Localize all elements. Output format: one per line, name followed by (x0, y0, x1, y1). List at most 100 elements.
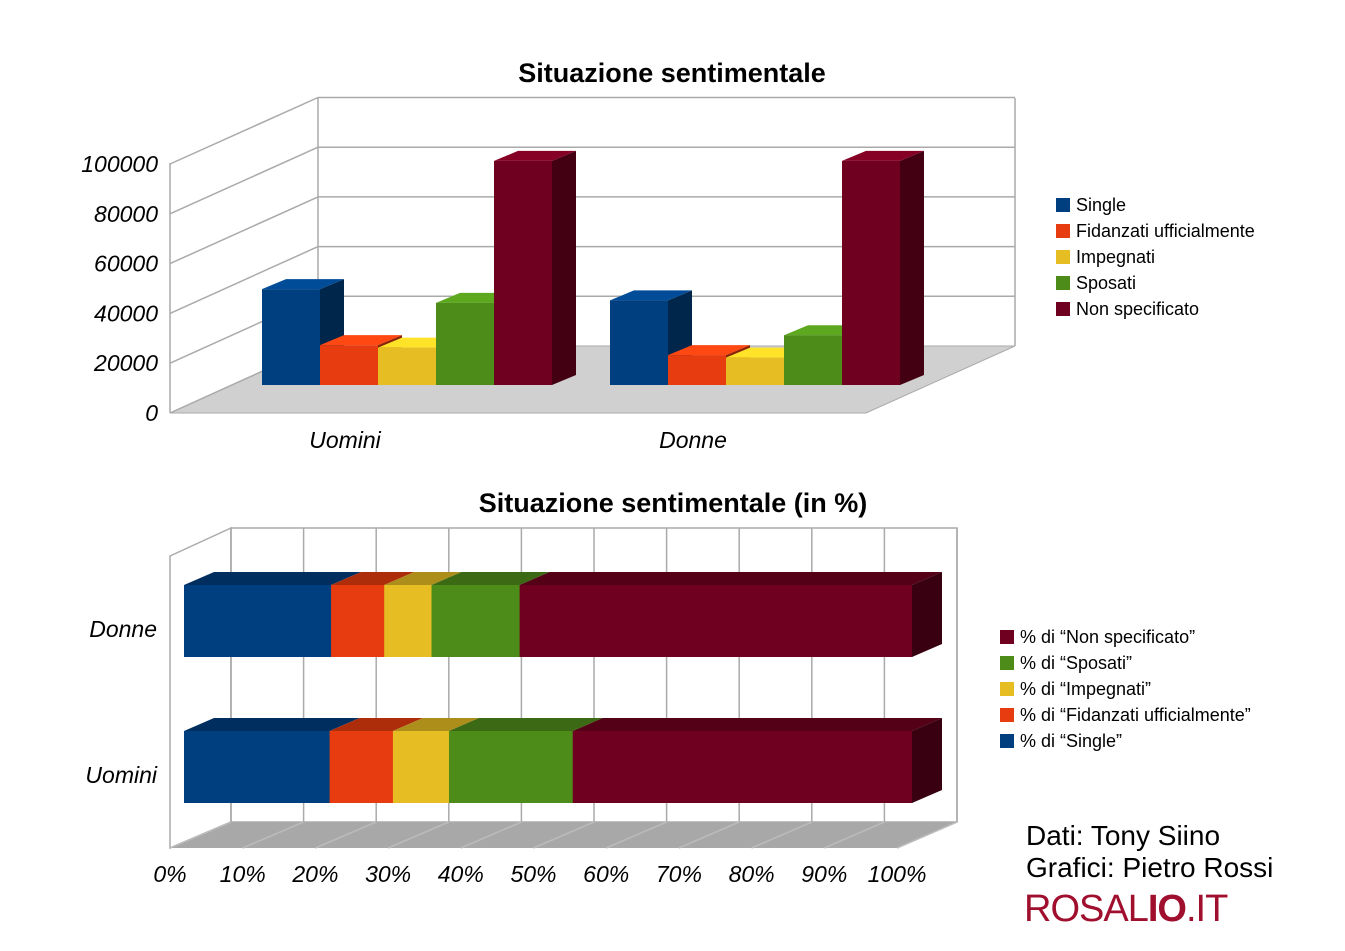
bar-uomini (320, 345, 378, 385)
hbar-top-uomini (448, 718, 603, 731)
hbar-top-uomini (572, 718, 942, 731)
legend-label: Single (1076, 195, 1126, 215)
hbar-donne (331, 585, 385, 657)
bar-top-donne (842, 150, 924, 161)
chart2-floor-gridline (460, 821, 522, 849)
chart2-xtick-label: 80% (729, 861, 775, 887)
bar-donne (610, 300, 668, 385)
chart2-floor-gridline (605, 821, 667, 849)
chart1-ytick-label: 100000 (81, 151, 158, 177)
hbar-top-uomini (392, 718, 479, 731)
chart1-gridline-side (169, 196, 319, 265)
legend2-swatch (1000, 656, 1014, 670)
legend2-label: % di “Fidanzati ufficialmente” (1020, 705, 1251, 725)
chart1-xtick-label: Uomini (309, 427, 381, 453)
hbar-uomini (392, 731, 450, 803)
bar-donne (668, 355, 726, 385)
chart2-title: Situazione sentimentale (in %) (479, 488, 868, 518)
legend2-label: % di “Impegnati” (1020, 679, 1151, 699)
chart1-ytick-label: 20000 (93, 350, 158, 376)
chart1-ytick-label: 40000 (94, 300, 158, 326)
chart2-xtick-label: 30% (365, 861, 411, 887)
legend2-label: % di “Non specificato” (1020, 627, 1195, 647)
legend-label: Sposati (1076, 273, 1136, 293)
legend-swatch (1056, 276, 1070, 290)
legend2-swatch (1000, 682, 1014, 696)
chart2-xtick-label: 0% (153, 861, 186, 887)
hbar-donne (519, 585, 913, 657)
chart2-floor-gridline (315, 821, 377, 849)
legend2-label: % di “Sposati” (1020, 653, 1132, 673)
legend-swatch (1056, 302, 1070, 316)
bar-uomini (494, 160, 552, 385)
legend2-swatch (1000, 708, 1014, 722)
chart2-xtick-label: 50% (510, 861, 556, 887)
hbar-donne (184, 585, 332, 657)
hbar-uomini (184, 731, 331, 803)
chart2-xtick-label: 60% (583, 861, 629, 887)
chart2-xtick-label: 40% (438, 861, 484, 887)
hbar-top-donne (519, 572, 942, 585)
chart2-xtick-label: 90% (801, 861, 847, 887)
chart2-floor-gridline (678, 821, 740, 849)
legend2-swatch (1000, 630, 1014, 644)
hbar-top-uomini (184, 718, 360, 731)
legend-label: Non specificato (1076, 299, 1199, 319)
chart2-floor-gridline (387, 821, 450, 849)
chart1-gridline-side (169, 96, 319, 165)
legend-swatch (1056, 224, 1070, 238)
chart2-xtick-label: 20% (291, 861, 338, 887)
hbar-uomini (329, 731, 394, 803)
hbar-donne (384, 585, 433, 657)
bar-side-uomini (552, 150, 576, 385)
chart2-xtick-label: 70% (656, 861, 702, 887)
chart2-xtick-label: 10% (220, 861, 266, 887)
chart2-floor-gridline (751, 821, 813, 849)
rosalio-logo: ROSALIO.IT (1024, 888, 1228, 930)
bar-donne (784, 335, 842, 385)
chart1-ytick-label: 0 (145, 400, 158, 426)
bar-top-donne (668, 345, 750, 356)
legend-swatch (1056, 250, 1070, 264)
bar-side-donne (900, 150, 924, 385)
chart1-gridline-side (169, 245, 319, 315)
credit-graphics: Grafici: Pietro Rossi (1026, 852, 1274, 883)
hbar-side-donne (912, 572, 942, 657)
hbar-side-uomini (912, 718, 942, 803)
bar-top-uomini (494, 150, 576, 161)
chart2-floor-gridline (169, 821, 232, 849)
chart2-ytick-label: Donne (89, 616, 157, 642)
hbar-top-donne (431, 572, 550, 585)
chart2-floor-gridline (242, 821, 304, 849)
legend2-swatch (1000, 734, 1014, 748)
bar-uomini (262, 289, 320, 385)
hbar-uomini (572, 731, 913, 803)
bar-top-uomini (262, 279, 344, 290)
bar-uomini (378, 347, 436, 385)
chart2-floor-gridline (896, 821, 958, 849)
chart2-ytick-label: Uomini (85, 762, 157, 788)
chart2-floor-gridline (824, 821, 885, 849)
chart1-gridline-side (169, 146, 319, 215)
legend-label: Impegnati (1076, 247, 1155, 267)
hbar-top-donne (331, 572, 415, 585)
legend-swatch (1056, 198, 1070, 212)
hbar-donne (431, 585, 521, 657)
hbar-uomini (448, 731, 574, 803)
hbar-top-donne (184, 572, 362, 585)
hbar-top-donne (384, 572, 462, 585)
chart2-floor-gridline (533, 821, 595, 849)
bar-donne (726, 357, 784, 385)
bar-top-donne (610, 290, 692, 301)
chart1-xtick-label: Donne (659, 427, 727, 453)
chart1-ytick-label: 80000 (94, 201, 158, 227)
chart1-ytick-label: 60000 (94, 251, 158, 277)
bar-donne (842, 160, 900, 385)
chart1-title: Situazione sentimentale (518, 58, 826, 88)
legend-label: Fidanzati ufficialmente (1076, 221, 1255, 241)
hbar-top-uomini (329, 718, 423, 731)
chart2-xtick-label: 100% (868, 861, 927, 887)
legend2-label: % di “Single” (1020, 731, 1122, 751)
credit-data: Dati: Tony Siino (1026, 820, 1221, 851)
